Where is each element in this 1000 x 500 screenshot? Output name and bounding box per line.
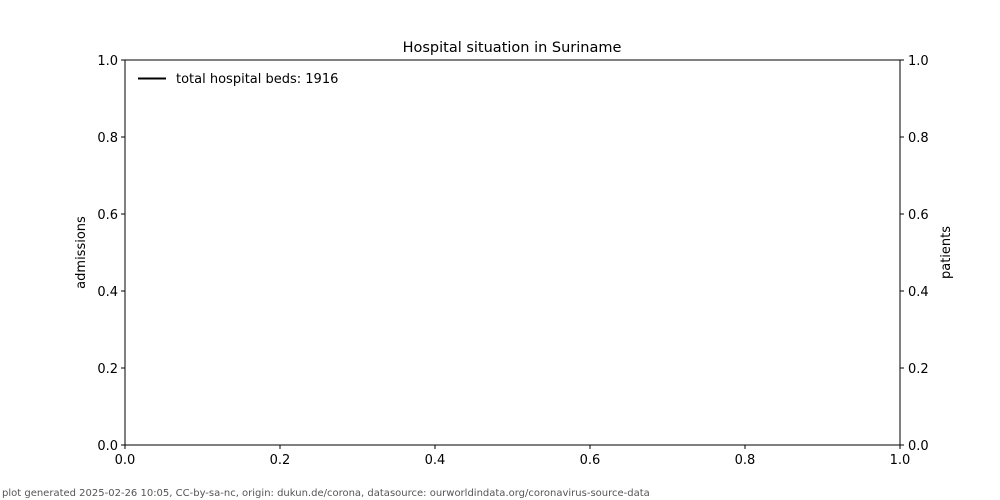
y-axis-label-left: admissions [74, 216, 89, 289]
y-tick-label: 0.8 [97, 131, 118, 146]
chart-title: Hospital situation in Suriname [403, 40, 622, 56]
y-tick-label: 0.6 [97, 208, 118, 223]
x-tick-label: 0.8 [735, 453, 756, 468]
x-tick-label: 0.4 [425, 453, 446, 468]
y-axis-left: 0.0 0.2 0.4 0.6 0.8 1.0 [97, 54, 125, 454]
legend-label: total hospital beds: 1916 [176, 72, 338, 87]
y-right-tick-label: 0.6 [908, 208, 929, 223]
x-axis: 0.0 0.2 0.4 0.6 0.8 1.0 [115, 445, 911, 468]
x-tick-label: 1.0 [890, 453, 911, 468]
y-tick-label: 1.0 [97, 54, 118, 69]
y-axis-label-right: patients [939, 226, 954, 279]
x-tick-label: 0.2 [270, 453, 291, 468]
y-right-tick-label: 0.0 [908, 439, 929, 454]
y-tick-label: 0.0 [97, 439, 118, 454]
x-tick-label: 0.6 [580, 453, 601, 468]
y-right-tick-label: 1.0 [908, 54, 929, 69]
legend: total hospital beds: 1916 [138, 72, 338, 87]
y-right-tick-label: 0.4 [908, 285, 929, 300]
y-right-tick-label: 0.2 [908, 362, 929, 377]
y-tick-label: 0.4 [97, 285, 118, 300]
footer-credit: plot generated 2025-02-26 10:05, CC-by-s… [2, 488, 650, 499]
y-tick-label: 0.2 [97, 362, 118, 377]
y-axis-right: 0.0 0.2 0.4 0.6 0.8 1.0 [900, 54, 929, 454]
y-right-tick-label: 0.8 [908, 131, 929, 146]
x-tick-label: 0.0 [115, 453, 136, 468]
plot-area [124, 59, 901, 446]
